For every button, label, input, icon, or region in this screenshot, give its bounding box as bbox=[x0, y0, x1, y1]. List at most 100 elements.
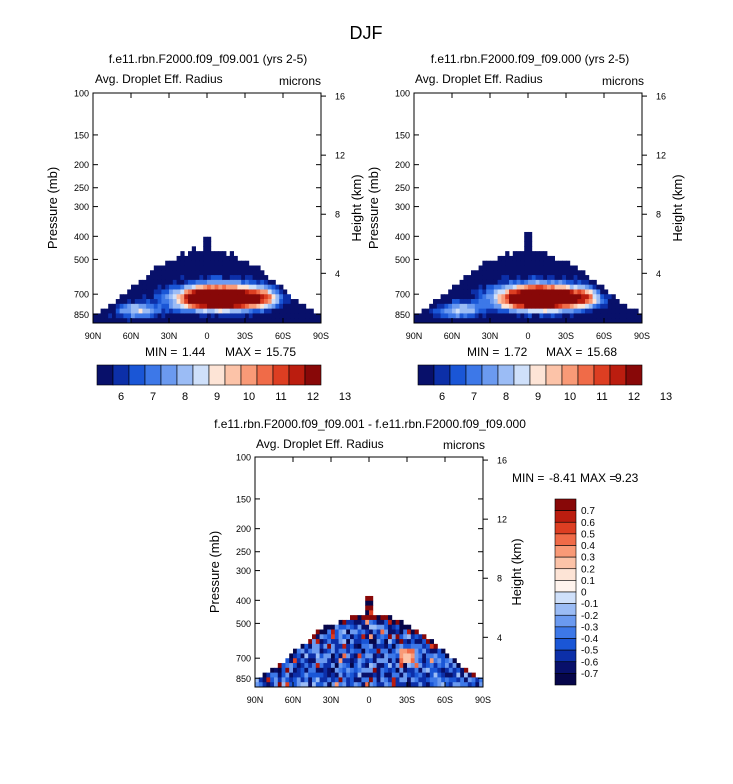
field-cell bbox=[260, 308, 265, 314]
field-cell bbox=[165, 318, 170, 324]
field-cell bbox=[607, 318, 612, 324]
field-cell bbox=[277, 663, 282, 669]
field-cell bbox=[294, 303, 299, 310]
field-cell bbox=[611, 318, 616, 324]
field-cell bbox=[407, 653, 412, 659]
field-cell bbox=[403, 629, 408, 635]
field-cell bbox=[448, 313, 453, 319]
field-cell bbox=[150, 318, 155, 324]
field-cell bbox=[512, 289, 517, 295]
field-cell bbox=[573, 303, 578, 310]
field-cell bbox=[252, 284, 257, 290]
field-cell bbox=[433, 663, 438, 669]
field-cell bbox=[471, 270, 476, 276]
field-cell bbox=[490, 303, 495, 310]
field-cell bbox=[407, 634, 412, 640]
field-cell bbox=[119, 299, 124, 305]
field-cell bbox=[554, 270, 559, 276]
field-cell bbox=[573, 289, 578, 295]
field-cell bbox=[376, 643, 381, 650]
latitude-tick-label: 90N bbox=[85, 331, 102, 341]
field-cell bbox=[399, 653, 404, 659]
field-cell bbox=[440, 303, 445, 310]
field-cell bbox=[112, 318, 117, 324]
field-cell bbox=[573, 299, 578, 305]
field-cell bbox=[264, 303, 269, 310]
field-cell bbox=[478, 270, 483, 276]
pressure-tick-label: 850 bbox=[395, 310, 410, 320]
field-cell bbox=[547, 289, 552, 295]
field-cell bbox=[180, 279, 185, 286]
field-cell bbox=[566, 284, 571, 290]
field-cell bbox=[241, 318, 246, 324]
field-cell bbox=[422, 643, 427, 650]
field-cell bbox=[172, 318, 177, 324]
field-cell bbox=[327, 663, 332, 669]
field-cell bbox=[245, 275, 250, 281]
field-cell bbox=[260, 313, 265, 319]
field-cell bbox=[184, 294, 189, 300]
field-cell bbox=[153, 289, 158, 295]
field-cell bbox=[184, 275, 189, 281]
field-cell bbox=[437, 682, 442, 688]
field-cell bbox=[252, 303, 257, 310]
pressure-tick-label: 300 bbox=[236, 566, 251, 576]
field-cell bbox=[433, 643, 438, 650]
field-cell bbox=[237, 275, 242, 281]
colorbar-label: 0.6 bbox=[581, 518, 595, 529]
field-cell bbox=[554, 308, 559, 314]
field-cell bbox=[464, 672, 469, 678]
colorbar-label: -0.2 bbox=[581, 611, 599, 622]
field-cell bbox=[395, 658, 400, 664]
field-cell bbox=[539, 284, 544, 290]
field-cell bbox=[317, 313, 322, 319]
field-cell bbox=[290, 303, 295, 310]
field-cell bbox=[312, 639, 317, 645]
field-cell bbox=[218, 260, 223, 266]
field-cell bbox=[448, 667, 453, 674]
field-cell bbox=[365, 629, 370, 635]
field-cell bbox=[486, 299, 491, 305]
field-cell bbox=[474, 308, 479, 314]
field-cell bbox=[315, 658, 320, 664]
field-cell bbox=[207, 270, 212, 276]
latitude-tick-label: 90N bbox=[406, 331, 423, 341]
colorbar-label: -0.5 bbox=[581, 646, 599, 657]
colorbar-box bbox=[481, 364, 499, 386]
field-cell bbox=[331, 677, 336, 683]
field-cell bbox=[623, 318, 628, 324]
min-label: MIN = bbox=[145, 345, 177, 359]
field-cell bbox=[607, 308, 612, 314]
field-cell bbox=[218, 251, 223, 257]
field-cell bbox=[524, 251, 529, 257]
latitude-axis: 90N 60N 30N 0 30S 60S 90S bbox=[247, 457, 491, 705]
field-cell bbox=[474, 294, 479, 300]
field-cell bbox=[581, 318, 586, 324]
field-cell bbox=[482, 308, 487, 314]
pressure-tick-label: 700 bbox=[74, 290, 89, 300]
field-cell bbox=[334, 663, 339, 669]
field-cell bbox=[357, 634, 362, 640]
field-cell bbox=[203, 289, 208, 295]
field-cell bbox=[248, 279, 253, 286]
field-cell bbox=[150, 289, 155, 295]
field-cell bbox=[150, 270, 155, 276]
field-cell bbox=[184, 265, 189, 271]
field-cell bbox=[558, 313, 563, 319]
pressure-tick-label: 400 bbox=[74, 232, 89, 242]
field-cell bbox=[271, 313, 276, 319]
field-cell bbox=[478, 299, 483, 305]
field-cell bbox=[214, 260, 219, 266]
field-cell bbox=[283, 303, 288, 310]
field-cell bbox=[596, 308, 601, 314]
field-cell bbox=[176, 284, 181, 290]
field-cell bbox=[566, 275, 571, 281]
field-cell bbox=[199, 289, 204, 295]
field-cell bbox=[497, 308, 502, 314]
field-cell bbox=[226, 275, 231, 281]
field-cell bbox=[440, 308, 445, 314]
field-cell bbox=[581, 279, 586, 286]
field-cell bbox=[146, 284, 151, 290]
field-cell bbox=[581, 270, 586, 276]
